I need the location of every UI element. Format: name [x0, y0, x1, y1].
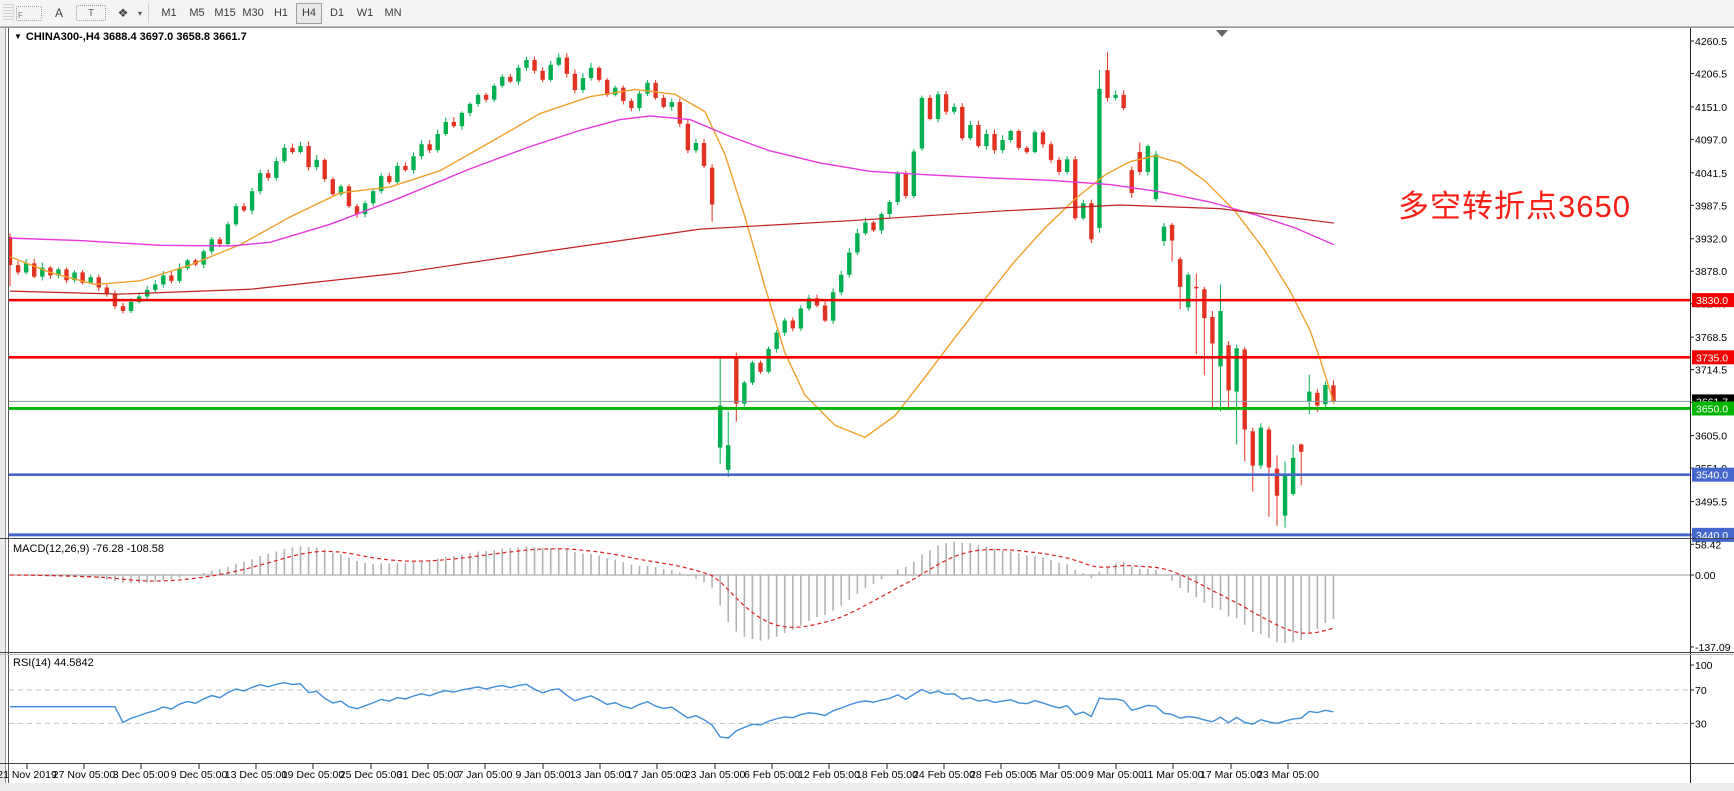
timeframe-button-d1[interactable]: D1 [329, 7, 345, 19]
price-tick-label: 3768.5 [1695, 332, 1727, 344]
macd-layer [9, 541, 1690, 644]
price-tick-label: 3605.0 [1695, 431, 1727, 443]
price-badge-label: 3650.0 [1696, 403, 1728, 415]
price-badge-label: 3735.0 [1696, 352, 1728, 364]
macd-tick-label: -137.09 [1695, 642, 1731, 654]
time-tick-label: 11 Mar 05:00 [1142, 769, 1203, 781]
price-tick-label: 4041.5 [1695, 168, 1727, 180]
time-tick-label: 9 Dec 05:00 [171, 769, 228, 781]
ma-mid-magenta [9, 115, 1335, 247]
price-badge [1692, 401, 1734, 416]
ma-fast-orange [9, 88, 1335, 439]
price-tick-label: 3932.0 [1695, 234, 1727, 246]
macd-tick-label: 58.42 [1695, 539, 1721, 551]
price-badge [1692, 293, 1734, 308]
price-tick-label: 4206.5 [1695, 69, 1727, 81]
price-badge-label: 3540.0 [1696, 470, 1728, 482]
price-tick-label: 4260.5 [1695, 36, 1727, 48]
macd-tick-label: 0.00 [1695, 570, 1716, 582]
timeframe-button-m30[interactable]: M30 [242, 7, 264, 19]
timeframe-button-h1[interactable]: H1 [273, 7, 289, 19]
shift-marker-icon [1216, 30, 1228, 37]
text-label-icon[interactable]: A [54, 6, 63, 20]
symbol-ohlc-text: CHINA300-,H4 3688.4 3697.0 3658.8 3661.7 [25, 31, 247, 43]
text-box-icon[interactable]: T [76, 5, 106, 21]
time-tick-label: 13 Dec 05:00 [225, 769, 288, 781]
time-tick-label: 17 Jan 05:00 [627, 769, 688, 781]
toolbar-separator [148, 3, 150, 23]
time-tick-label: 21 Nov 2019 [0, 769, 57, 781]
time-tick-label: 9 Jan 05:00 [516, 769, 571, 781]
timeframe-button-m1[interactable]: M1 [161, 7, 177, 19]
candles-layer [9, 52, 1336, 528]
price-tick-label: 3987.5 [1695, 200, 1727, 212]
timeframe-button-m15[interactable]: M15 [214, 7, 236, 19]
template-grid-icon[interactable]: F [16, 5, 42, 21]
price-tick-label: 4151.0 [1695, 102, 1727, 114]
toolbar: F A T ❖ ▾ M1 M5 M15 M30 H1 H4 D1 W1 MN [0, 0, 1734, 27]
timeframe-button-m5[interactable]: M5 [189, 7, 205, 19]
time-tick-label: 13 Jan 05:00 [570, 769, 631, 781]
rsi-tick-label: 100 [1695, 660, 1713, 672]
time-tick-label: 12 Feb 05:00 [798, 769, 860, 781]
ma-slow-darkred [9, 204, 1335, 295]
chart-annotation-text: 多空转折点3650 [1398, 189, 1631, 224]
price-tick-label: 3714.5 [1695, 365, 1727, 377]
timeframe-bar: M1 M5 M15 M30 H1 H4 D1 W1 MN [155, 2, 407, 24]
price-badge [1692, 350, 1734, 365]
timeframe-button-h4[interactable]: H4 [296, 2, 323, 24]
toolbar-grip[interactable] [3, 4, 14, 22]
price-badge-label: 3830.0 [1696, 295, 1728, 307]
time-tick-label: 5 Mar 05:00 [1031, 769, 1087, 781]
timeframe-button-mn[interactable]: MN [384, 7, 402, 19]
time-tick-label: 6 Feb 05:00 [744, 769, 800, 781]
price-tick-label: 3495.5 [1695, 496, 1727, 508]
rsi-layer [9, 681, 1690, 739]
rsi-indicator-label: RSI(14) 44.5842 [13, 657, 94, 669]
symbol-dropdown-caret[interactable]: ▼ [14, 32, 22, 41]
time-tick-label: 3 Dec 05:00 [113, 769, 170, 781]
time-tick-label: 24 Feb 05:00 [913, 769, 975, 781]
time-tick-label: 9 Mar 05:00 [1088, 769, 1144, 781]
chart-title: ▼ CHINA300-,H4 3688.4 3697.0 3658.8 3661.… [14, 31, 247, 43]
rsi-tick-label: 70 [1695, 685, 1707, 697]
time-tick-label: 27 Nov 05:00 [53, 769, 116, 781]
macd-indicator-label: MACD(12,26,9) -76.28 -108.58 [13, 543, 165, 555]
time-tick-label: 25 Dec 05:00 [340, 769, 403, 781]
price-badge [1692, 467, 1734, 482]
time-tick-label: 18 Feb 05:00 [856, 769, 918, 781]
time-tick-label: 23 Jan 05:00 [685, 769, 746, 781]
time-tick-label: 17 Mar 05:00 [1200, 769, 1262, 781]
timeframe-button-w1[interactable]: W1 [356, 7, 374, 19]
time-tick-label: 28 Feb 05:00 [970, 769, 1032, 781]
time-tick-label: 31 Dec 05:00 [397, 769, 460, 781]
chevron-down-icon[interactable]: ▾ [138, 8, 143, 18]
cursor-tools-icon[interactable]: ❖ [117, 6, 129, 20]
time-tick-label: 23 Mar 05:00 [1257, 769, 1319, 781]
price-tick-label: 4097.0 [1695, 134, 1727, 146]
time-tick-label: 7 Jan 05:00 [458, 769, 513, 781]
time-tick-label: 19 Dec 05:00 [282, 769, 345, 781]
price-tick-label: 3878.0 [1695, 266, 1727, 278]
rsi-tick-label: 30 [1695, 718, 1707, 730]
